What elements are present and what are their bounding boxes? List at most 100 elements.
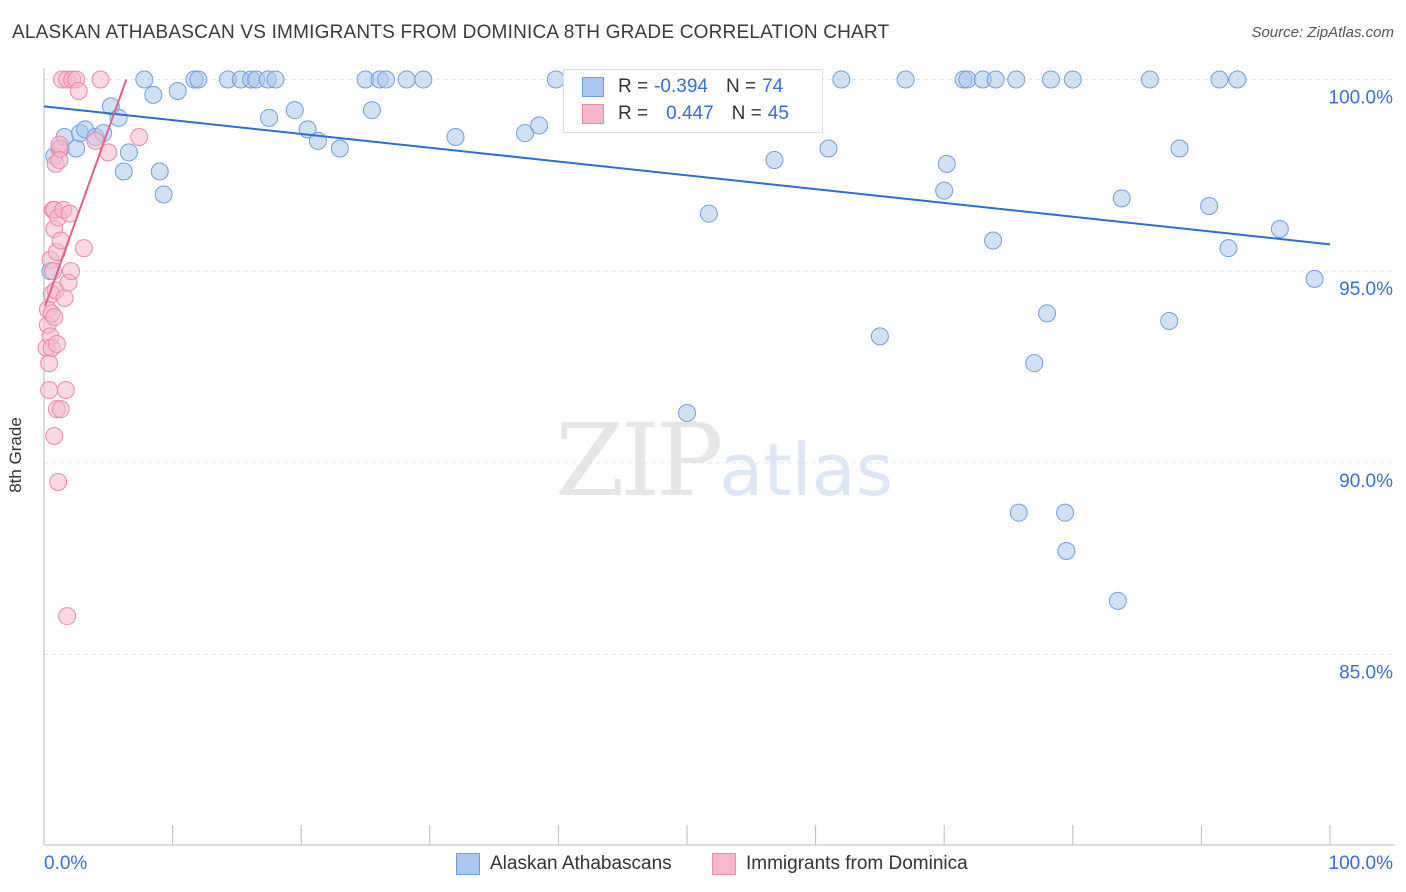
correlation-legend: R = -0.394 N = 74 R = 0.447 N = 45 bbox=[563, 69, 823, 133]
source-credit: Source: ZipAtlas.com bbox=[1251, 24, 1394, 41]
data-point bbox=[266, 70, 285, 89]
data-point bbox=[1063, 70, 1082, 89]
data-point bbox=[678, 404, 696, 422]
data-point bbox=[49, 473, 68, 491]
data-point bbox=[154, 185, 173, 204]
data-point bbox=[135, 70, 154, 89]
y-tick-label: 85.0% bbox=[1339, 663, 1393, 684]
data-point bbox=[1025, 354, 1044, 373]
data-point bbox=[130, 128, 149, 146]
watermark-atlas: atlas bbox=[719, 428, 894, 512]
x-tick-label: 100.0% bbox=[1329, 853, 1394, 874]
legend-swatch-blue bbox=[582, 77, 604, 97]
y-tick-label: 90.0% bbox=[1339, 471, 1393, 492]
data-point bbox=[546, 70, 565, 89]
data-point bbox=[40, 381, 59, 399]
data-point bbox=[260, 108, 279, 127]
chart-title: ALASKAN ATHABASCAN VS IMMIGRANTS FROM DO… bbox=[12, 22, 890, 43]
data-point bbox=[1140, 70, 1159, 89]
data-point bbox=[44, 262, 63, 281]
bottom-legend-item-dominica: Immigrants from Dominica bbox=[712, 851, 968, 877]
data-point bbox=[114, 162, 133, 181]
data-point bbox=[1038, 304, 1057, 323]
legend-swatch-pink bbox=[712, 853, 736, 875]
data-point bbox=[935, 181, 954, 200]
data-point bbox=[819, 139, 838, 158]
bottom-legend-item-athabascans: Alaskan Athabascans bbox=[456, 851, 672, 877]
legend-r-label: R = bbox=[618, 103, 649, 124]
trend-line-athabascans bbox=[43, 105, 1331, 246]
data-point bbox=[377, 70, 396, 89]
data-point bbox=[74, 239, 93, 258]
data-point bbox=[530, 116, 549, 135]
x-tick-label: 0.0% bbox=[44, 853, 87, 874]
data-point bbox=[69, 82, 88, 100]
data-point bbox=[67, 139, 86, 158]
data-point bbox=[1108, 591, 1127, 610]
legend-swatch-blue bbox=[456, 853, 480, 875]
data-point bbox=[397, 70, 416, 89]
data-point bbox=[1007, 70, 1026, 89]
data-point bbox=[50, 135, 69, 154]
data-point bbox=[984, 231, 1003, 250]
legend-r-label: R = bbox=[618, 76, 649, 97]
data-point bbox=[958, 70, 977, 89]
watermark-zip: ZIP bbox=[555, 402, 723, 519]
data-point bbox=[1057, 542, 1076, 560]
data-point bbox=[414, 70, 433, 89]
data-point bbox=[699, 204, 718, 223]
data-point bbox=[330, 139, 349, 158]
data-point bbox=[362, 101, 381, 120]
data-point bbox=[1112, 189, 1131, 208]
trend-lines bbox=[43, 79, 1331, 307]
axes bbox=[43, 68, 1395, 846]
data-point bbox=[1219, 239, 1238, 258]
trend-line-dominica bbox=[44, 79, 128, 307]
legend-n-label: N = bbox=[725, 76, 757, 97]
data-point bbox=[50, 151, 69, 169]
y-tick-label: 95.0% bbox=[1339, 279, 1393, 300]
data-point bbox=[150, 162, 169, 181]
data-point bbox=[832, 70, 851, 89]
legend-n-label: N = bbox=[731, 103, 762, 124]
legend-r-value: 0.447 bbox=[666, 103, 714, 124]
data-point bbox=[937, 154, 956, 173]
series-immigrants-from-dominica bbox=[37, 70, 149, 626]
data-point bbox=[515, 124, 534, 143]
data-point bbox=[40, 354, 59, 373]
data-point bbox=[56, 381, 75, 399]
legend-row-blue: R = -0.394 N = 74 bbox=[582, 75, 783, 99]
data-point bbox=[62, 262, 81, 281]
data-point bbox=[47, 335, 66, 353]
legend-r-value: -0.394 bbox=[654, 76, 708, 97]
data-point bbox=[55, 289, 74, 307]
data-point bbox=[58, 607, 77, 626]
data-point bbox=[1228, 70, 1247, 89]
data-point bbox=[168, 82, 187, 100]
data-point bbox=[91, 70, 110, 89]
legend-n-value: 45 bbox=[767, 103, 789, 124]
data-point bbox=[1160, 312, 1179, 330]
gridlines bbox=[44, 79, 1395, 655]
data-point bbox=[45, 308, 64, 327]
data-point bbox=[986, 70, 1005, 89]
legend-label-dominica: Immigrants from Dominica bbox=[746, 853, 968, 874]
y-tick-labels: 100.0% 95.0% 90.0% 85.0% bbox=[1329, 88, 1394, 684]
legend-label-athabascans: Alaskan Athabascans bbox=[490, 853, 672, 874]
legend-swatch-pink bbox=[582, 104, 604, 124]
watermark: ZIPatlas bbox=[555, 402, 893, 519]
legend-row-pink: R = 0.447 N = 45 bbox=[582, 102, 789, 126]
data-point bbox=[1041, 70, 1060, 89]
data-point bbox=[51, 400, 70, 419]
legend-n-value: 74 bbox=[762, 76, 784, 97]
x-tick-labels: 0.0% 100.0% bbox=[44, 853, 1393, 874]
data-point bbox=[45, 427, 64, 445]
series-alaskan-athabascans bbox=[41, 70, 1324, 610]
data-point bbox=[1009, 503, 1028, 522]
data-point bbox=[144, 85, 163, 104]
data-point bbox=[1270, 220, 1289, 238]
y-tick-label: 100.0% bbox=[1329, 88, 1394, 109]
data-point bbox=[1305, 269, 1324, 288]
data-point bbox=[119, 143, 138, 162]
